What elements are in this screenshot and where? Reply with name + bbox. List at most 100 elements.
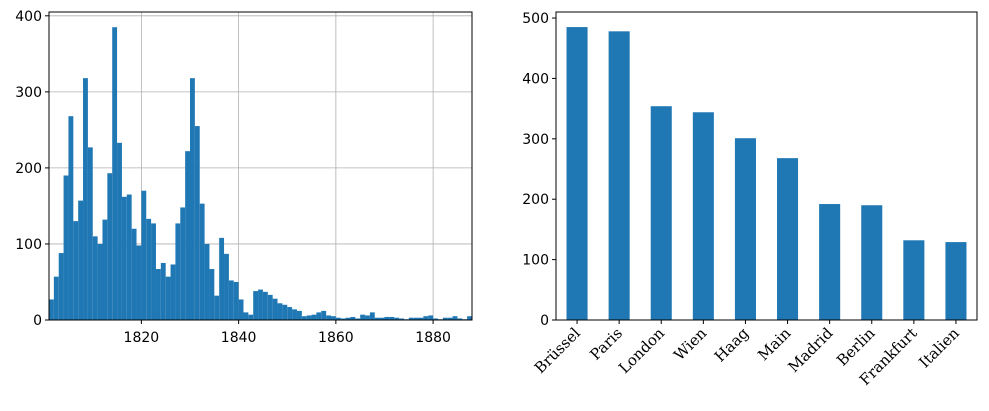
city-bar bbox=[566, 27, 588, 320]
hist-bar bbox=[418, 317, 424, 320]
hist-bar bbox=[58, 253, 64, 320]
hist-bar bbox=[423, 316, 429, 320]
hist-bar bbox=[117, 142, 122, 320]
city-bar bbox=[945, 242, 967, 320]
hist-bar bbox=[214, 295, 220, 320]
hist-bar bbox=[228, 280, 234, 320]
city-ytick-label: 400 bbox=[522, 71, 549, 87]
hist-bar bbox=[258, 289, 263, 320]
hist-ytick-label: 0 bbox=[33, 313, 42, 329]
hist-bar bbox=[83, 78, 88, 320]
hist-bar bbox=[121, 196, 127, 320]
hist-bar bbox=[340, 318, 346, 320]
city-ytick-label: 500 bbox=[522, 11, 549, 27]
hist-bar bbox=[316, 312, 322, 320]
hist-xtick-label: 1860 bbox=[318, 330, 354, 346]
hist-bar bbox=[194, 126, 200, 321]
hist-bar bbox=[68, 116, 74, 320]
hist-bar bbox=[204, 243, 210, 320]
hist-bar bbox=[151, 223, 156, 320]
hist-bar bbox=[355, 318, 361, 320]
hist-bar bbox=[126, 194, 132, 320]
city-ytick-label: 0 bbox=[540, 313, 549, 329]
city-bar bbox=[861, 205, 883, 320]
hist-bar bbox=[408, 317, 414, 320]
city-ytick-label: 100 bbox=[522, 253, 549, 269]
hist-bar bbox=[374, 317, 380, 320]
hist-xtick-label: 1880 bbox=[415, 330, 451, 346]
city-bar bbox=[734, 138, 756, 320]
histogram-chart: 1820 1840 1860 1880 0 100 200 300 400 bbox=[15, 9, 473, 346]
city-xtick-label: Madrid bbox=[785, 324, 837, 376]
city-bar bbox=[650, 106, 672, 320]
hist-bar bbox=[180, 207, 186, 320]
hist-bar bbox=[277, 303, 283, 320]
hist-bar bbox=[165, 276, 171, 320]
hist-bar bbox=[238, 299, 244, 320]
hist-bar bbox=[170, 264, 176, 320]
city-axes-frame bbox=[555, 11, 978, 321]
hist-bar bbox=[107, 173, 113, 320]
hist-bar bbox=[92, 236, 98, 320]
hist-bar bbox=[87, 147, 93, 320]
hist-bar bbox=[63, 175, 69, 320]
histogram-axes-frame bbox=[48, 11, 473, 321]
hist-bar bbox=[112, 27, 118, 321]
hist-bar bbox=[384, 316, 390, 320]
city-bar bbox=[903, 240, 925, 320]
hist-bar bbox=[389, 316, 395, 320]
hist-bar bbox=[233, 281, 239, 320]
hist-bar bbox=[345, 317, 351, 320]
hist-bar bbox=[428, 315, 434, 320]
city-bar bbox=[608, 31, 630, 320]
city-ytick-label: 300 bbox=[522, 132, 549, 148]
hist-bar bbox=[442, 317, 448, 320]
hist-bar bbox=[321, 310, 327, 320]
hist-bar bbox=[365, 315, 370, 320]
hist-bar bbox=[78, 200, 84, 320]
hist-bar bbox=[282, 304, 288, 320]
hist-bar bbox=[53, 276, 59, 320]
histogram-ticks: 1820 1840 1860 1880 0 100 200 300 400 bbox=[15, 9, 451, 346]
hist-bar bbox=[248, 314, 254, 320]
hist-bar bbox=[185, 151, 190, 320]
hist-bar bbox=[296, 310, 302, 320]
city-xtick-label: London bbox=[615, 324, 668, 377]
hist-bar bbox=[243, 312, 249, 320]
hist-bar bbox=[155, 269, 161, 320]
hist-bar bbox=[452, 316, 458, 320]
hist-bar bbox=[160, 262, 166, 320]
hist-xtick-label: 1820 bbox=[124, 330, 160, 346]
hist-bar bbox=[131, 228, 137, 320]
hist-bar bbox=[253, 291, 259, 320]
city-xtick-label: Wien bbox=[670, 324, 710, 364]
hist-bar bbox=[199, 203, 205, 320]
city-xtick-label: Haag bbox=[711, 324, 753, 366]
hist-bar bbox=[433, 318, 438, 320]
city-ytick-label: 200 bbox=[522, 192, 549, 208]
hist-ytick-label: 300 bbox=[15, 85, 42, 101]
hist-bar bbox=[267, 294, 273, 320]
hist-bar bbox=[292, 309, 297, 320]
hist-bar bbox=[272, 298, 278, 320]
hist-bar bbox=[49, 299, 54, 320]
city-bar bbox=[692, 112, 714, 320]
hist-bar bbox=[335, 317, 341, 320]
hist-bar bbox=[262, 291, 268, 320]
hist-ytick-label: 400 bbox=[15, 9, 42, 25]
hist-bar bbox=[141, 190, 147, 320]
hist-bar bbox=[73, 221, 79, 320]
hist-bar bbox=[136, 245, 142, 320]
city-xtick-label: Paris bbox=[586, 324, 626, 364]
hist-bar bbox=[447, 317, 453, 320]
hist-bar bbox=[287, 307, 293, 320]
hist-bar bbox=[224, 253, 229, 320]
hist-bar bbox=[175, 223, 181, 320]
hist-bar bbox=[394, 317, 400, 320]
city-bars bbox=[566, 27, 967, 320]
hist-xtick-label: 1840 bbox=[221, 330, 257, 346]
city-bar bbox=[777, 158, 799, 320]
hist-bar bbox=[97, 243, 103, 320]
